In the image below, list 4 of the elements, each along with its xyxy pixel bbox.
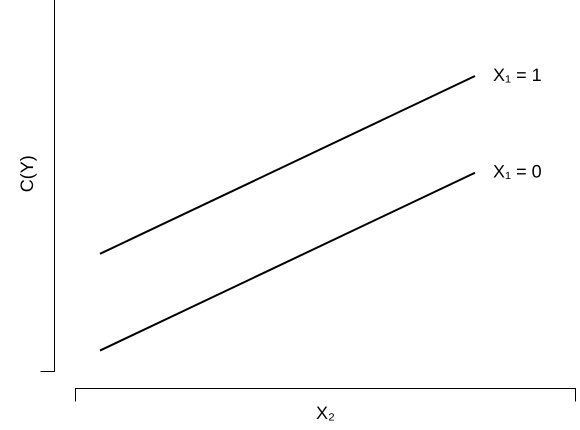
y-axis-title: C(Y) [16,155,37,192]
x-axis-title: X₂ [316,402,336,423]
series-label: X₁ = 1 [493,64,542,85]
series-label: X₁ = 0 [493,162,542,182]
